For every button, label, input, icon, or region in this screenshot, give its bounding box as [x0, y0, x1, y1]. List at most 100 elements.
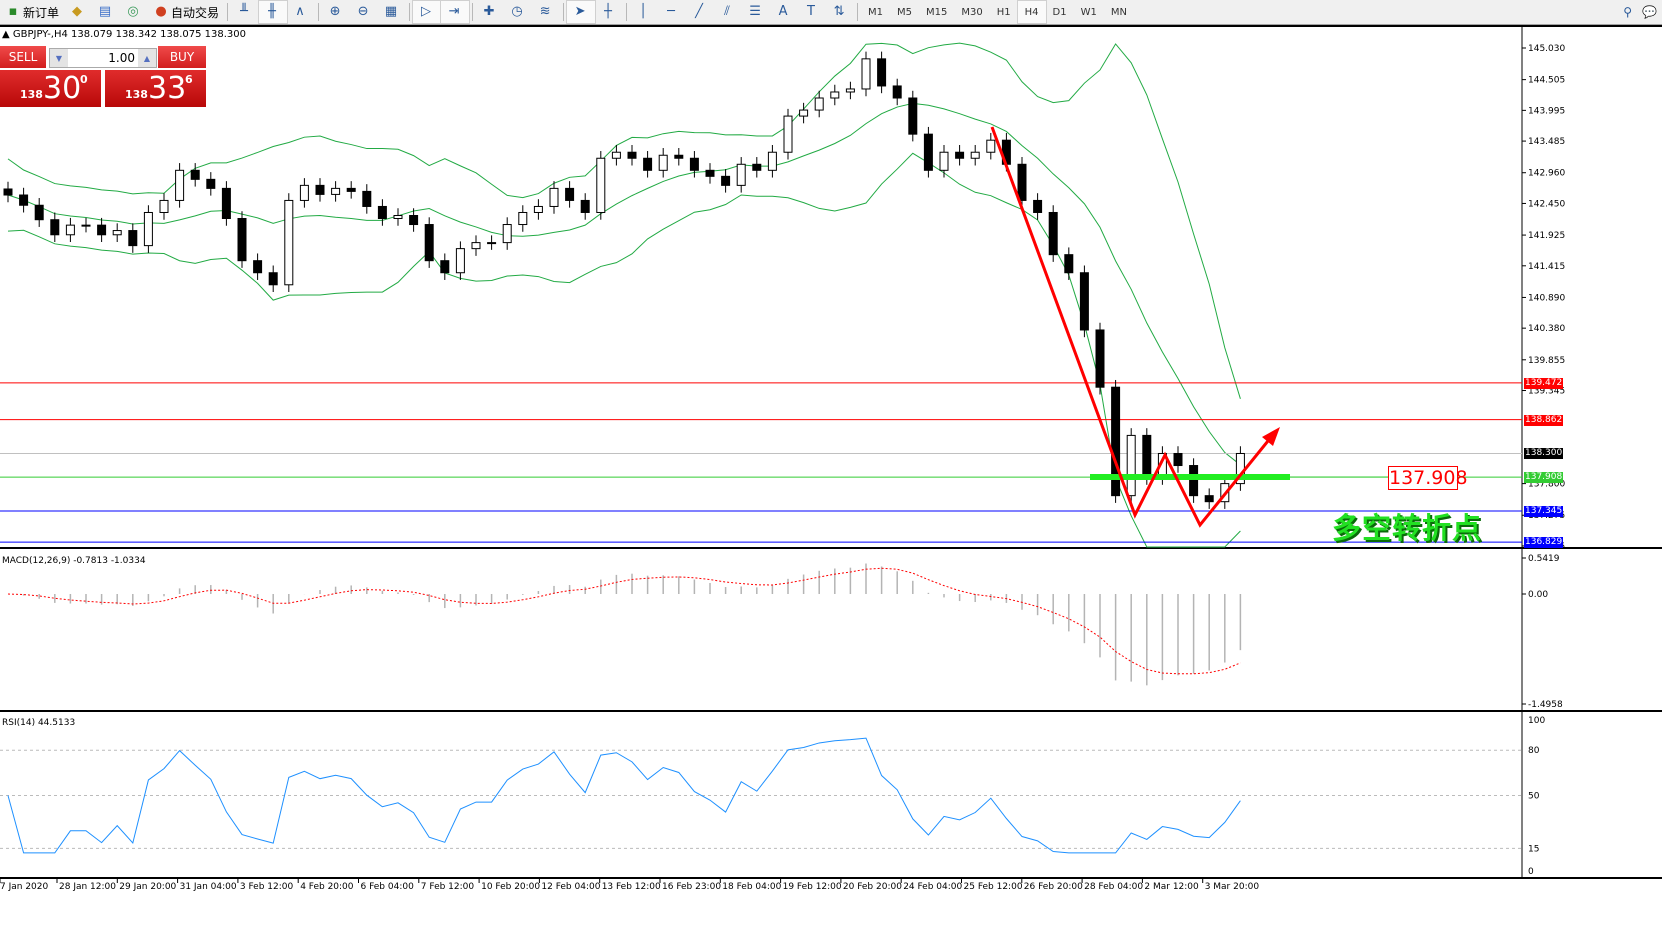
- time-axis-label: 18 Feb 04:00: [722, 882, 781, 892]
- equidistant-channel-button[interactable]: ⫽: [714, 1, 742, 23]
- rsi-axis-label: 100: [1528, 716, 1545, 726]
- time-axis-label: 19 Feb 12:00: [783, 882, 842, 892]
- text-button[interactable]: A: [770, 1, 798, 23]
- time-axis-label: 6 Feb 04:00: [361, 882, 415, 892]
- candle: [549, 181, 559, 214]
- new-order-button[interactable]: ▪ 新订单: [0, 1, 64, 23]
- candle-body: [471, 242, 481, 250]
- timeframe-w1[interactable]: W1: [1080, 6, 1097, 18]
- price-axis-label: 144.505: [1528, 76, 1565, 86]
- candle-body: [549, 187, 559, 207]
- candle: [783, 108, 793, 160]
- decrease-lot-icon[interactable]: ▼: [50, 49, 68, 67]
- text-label-icon: T: [807, 4, 815, 19]
- timeframe-h4[interactable]: H4: [1016, 0, 1047, 24]
- candle: [315, 178, 325, 202]
- horizontal-line-button[interactable]: ─: [658, 1, 686, 23]
- timeframe-h1[interactable]: H1: [996, 6, 1011, 18]
- auto-scroll-button[interactable]: ⇥: [440, 0, 471, 24]
- turning-point-bar: [1090, 474, 1290, 480]
- candle: [455, 241, 465, 280]
- price-axis-label: 139.855: [1528, 356, 1565, 366]
- timeframe-m5[interactable]: M5: [897, 6, 913, 18]
- timeframe-m15[interactable]: M15: [926, 6, 948, 18]
- fibonacci-button[interactable]: ☰: [742, 1, 770, 23]
- candle: [1173, 446, 1183, 473]
- candle-body: [112, 230, 122, 236]
- navigator-button[interactable]: ◆: [64, 1, 92, 23]
- timeframe-mn[interactable]: MN: [1110, 6, 1127, 18]
- trendline-button[interactable]: ╱: [686, 1, 714, 23]
- navigator-icon: ◆: [72, 4, 83, 19]
- cursor-button[interactable]: ➤: [566, 0, 597, 24]
- line-chart-button[interactable]: ∧: [287, 1, 315, 23]
- turning-point-text[interactable]: 多空转折点: [1332, 511, 1483, 545]
- templates-button[interactable]: ≋: [532, 1, 560, 23]
- candle: [845, 81, 855, 100]
- candle-body: [190, 169, 200, 180]
- candle-body: [1064, 254, 1074, 274]
- vertical-line-button[interactable]: │: [630, 1, 658, 23]
- candle: [206, 172, 216, 196]
- terminal-button[interactable]: ▤: [92, 1, 120, 23]
- candle-body: [377, 205, 387, 220]
- candle: [596, 151, 606, 220]
- zoom-in-button[interactable]: ⊕: [322, 1, 350, 23]
- zoom-out-button[interactable]: ⊖: [350, 1, 378, 23]
- time-axis-label: 16 Feb 23:00: [662, 882, 721, 892]
- rsi-line: [7, 737, 1241, 854]
- candle-body: [1173, 452, 1183, 467]
- crosshair-button[interactable]: ┼: [595, 1, 623, 23]
- macd-axis-label: 0.5419: [1528, 554, 1560, 564]
- tile-windows-button[interactable]: ▦: [378, 1, 406, 23]
- chart-shift-button[interactable]: ▷: [412, 0, 443, 24]
- candle: [689, 151, 699, 178]
- buy-price[interactable]: 138 33 6: [105, 70, 206, 107]
- lot-size-input[interactable]: [68, 49, 138, 67]
- time-axis-label: 7 Feb 12:00: [421, 882, 475, 892]
- candle-body: [518, 211, 528, 226]
- candle-body: [705, 169, 715, 177]
- toolbar-separator: [857, 3, 859, 21]
- candle-body: [34, 204, 44, 221]
- sell-button[interactable]: SELL: [0, 46, 46, 68]
- signals-button[interactable]: ◎: [120, 1, 148, 23]
- buy-button[interactable]: BUY: [158, 46, 206, 68]
- candlestick-button[interactable]: ╫: [258, 0, 289, 24]
- bollinger-upper-band: [7, 42, 1241, 399]
- candle-body: [440, 260, 450, 274]
- candle-body: [206, 178, 216, 189]
- lot-size-stepper[interactable]: ▼ ▲: [49, 48, 157, 68]
- candle-body: [221, 187, 231, 220]
- level-price-badge: 137.908: [1524, 472, 1563, 484]
- chat-icon[interactable]: 💬: [1642, 5, 1657, 19]
- text-label-button[interactable]: T: [798, 1, 826, 23]
- toolbar-separator: [472, 3, 474, 21]
- search-icon[interactable]: ⚲: [1623, 5, 1633, 19]
- candle-body: [1142, 434, 1152, 479]
- candle: [877, 51, 887, 94]
- timeframe-m30[interactable]: M30: [961, 6, 983, 18]
- sell-price[interactable]: 138 30 0: [0, 70, 101, 107]
- candle: [970, 145, 980, 166]
- periods-button[interactable]: ◷: [504, 1, 532, 23]
- timeframe-m1[interactable]: M1: [868, 6, 884, 18]
- timeframe-d1[interactable]: D1: [1052, 6, 1067, 18]
- arrows-button[interactable]: ⇅: [826, 1, 854, 23]
- bar-chart-button[interactable]: ╨: [231, 1, 259, 23]
- tile-windows-icon: ▦: [384, 4, 398, 19]
- candle-body: [565, 187, 575, 201]
- price-axis-label: 143.995: [1528, 106, 1565, 116]
- increase-lot-icon[interactable]: ▲: [138, 49, 156, 67]
- candle-body: [1079, 272, 1089, 331]
- collapse-triangle-icon[interactable]: ▲: [2, 29, 13, 40]
- price-label-annotation[interactable]: 137.908: [1388, 466, 1468, 490]
- candle: [377, 199, 387, 226]
- level-price-badge: 138.300: [1524, 448, 1563, 460]
- candle: [81, 217, 91, 233]
- candle: [19, 187, 29, 213]
- candle: [518, 205, 528, 232]
- auto-trading-button[interactable]: ● 自动交易: [148, 1, 224, 23]
- indicators-button[interactable]: ✚: [476, 1, 504, 23]
